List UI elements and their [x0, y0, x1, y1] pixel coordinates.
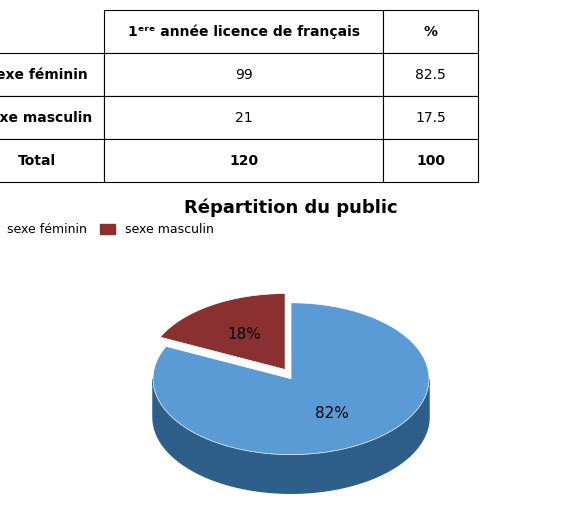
Polygon shape — [153, 379, 429, 493]
Text: 82%: 82% — [315, 406, 349, 421]
Polygon shape — [160, 294, 285, 369]
Legend: sexe féminin, sexe masculin: sexe féminin, sexe masculin — [0, 218, 218, 242]
Text: Répartition du public: Répartition du public — [184, 199, 398, 217]
Polygon shape — [153, 303, 429, 455]
Text: 18%: 18% — [228, 327, 261, 342]
